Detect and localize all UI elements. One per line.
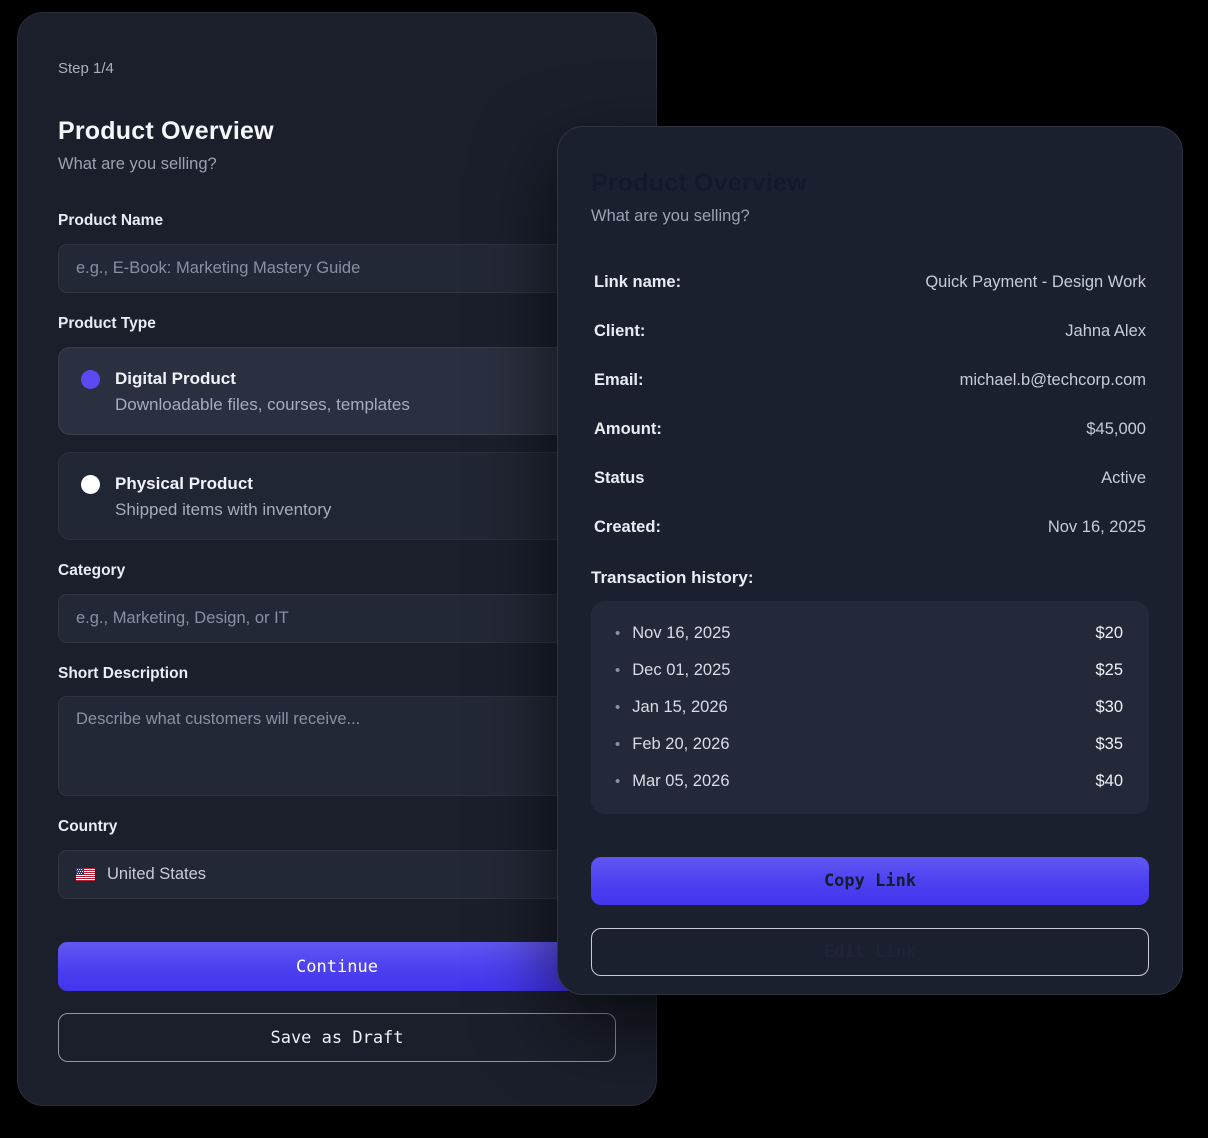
- transaction-date: Dec 01, 2025: [632, 661, 731, 679]
- radio-unselected-icon[interactable]: [81, 475, 100, 494]
- option-description: Downloadable files, courses, templates: [115, 395, 410, 414]
- status-badge: Active: [1101, 469, 1146, 487]
- product-type-label: Product Type: [58, 315, 156, 332]
- transaction-row: • Nov 16, 2025 $20: [615, 622, 1123, 645]
- summary-title: Product Overview: [591, 169, 807, 197]
- copy-link-button[interactable]: Copy Link: [591, 857, 1149, 905]
- transaction-amount: $30: [1095, 698, 1123, 716]
- transaction-date: Feb 20, 2026: [632, 735, 730, 753]
- category-input[interactable]: [58, 594, 616, 643]
- page-title: Product Overview: [58, 117, 274, 145]
- detail-label: Created:: [594, 518, 661, 536]
- bullet-icon: •: [615, 699, 621, 716]
- save-as-draft-button[interactable]: Save as Draft: [58, 1013, 616, 1062]
- transaction-history-panel: • Nov 16, 2025 $20 • Dec 01, 2025 $25 • Jan…: [591, 601, 1149, 814]
- detail-label: Amount:: [594, 420, 662, 438]
- detail-value: $45,000: [1086, 420, 1146, 438]
- summary-subtitle: What are you selling?: [591, 207, 750, 225]
- product-type-option-physical[interactable]: Physical Product Shipped items with inve…: [58, 452, 616, 540]
- continue-button[interactable]: Continue: [58, 942, 616, 991]
- detail-row-created: Created: Nov 16, 2025: [591, 518, 1149, 540]
- page-subtitle: What are you selling?: [58, 155, 217, 173]
- transaction-amount: $35: [1095, 735, 1123, 753]
- option-description: Shipped items with inventory: [115, 500, 332, 519]
- product-form-card: Step 1/4 Product Overview What are you s…: [17, 12, 657, 1106]
- product-name-label: Product Name: [58, 212, 164, 229]
- detail-label: Link name:: [594, 273, 682, 291]
- transaction-amount: $25: [1095, 661, 1123, 679]
- step-indicator: Step 1/4: [58, 60, 114, 77]
- detail-label: Email:: [594, 371, 644, 389]
- detail-row-client: Client: Jahna Alex: [591, 322, 1149, 344]
- short-description-label: Short Description: [58, 665, 189, 682]
- transaction-row: • Mar 05, 2026 $40: [615, 770, 1123, 793]
- transaction-row: • Dec 01, 2025 $25: [615, 659, 1123, 682]
- transaction-history-label: Transaction history:: [591, 568, 754, 587]
- detail-row-status: Status Active: [591, 469, 1149, 491]
- detail-value: michael.b@techcorp.com: [959, 371, 1146, 389]
- us-flag-icon: [76, 868, 95, 881]
- detail-label: Client:: [594, 322, 646, 340]
- detail-value: Nov 16, 2025: [1047, 518, 1146, 536]
- transaction-date: Jan 15, 2026: [632, 698, 728, 716]
- detail-row-email: Email: michael.b@techcorp.com: [591, 371, 1149, 393]
- detail-value: Quick Payment - Design Work: [925, 273, 1146, 291]
- transaction-amount: $20: [1095, 624, 1123, 642]
- detail-label: Status: [594, 469, 645, 487]
- transaction-row: • Feb 20, 2026 $35: [615, 733, 1123, 756]
- country-value: United States: [107, 865, 207, 883]
- country-select[interactable]: United States: [58, 850, 616, 899]
- payment-link-summary-card: Product Overview What are you selling? L…: [557, 126, 1183, 995]
- country-label: Country: [58, 818, 118, 835]
- detail-row-amount: Amount: $45,000: [591, 420, 1149, 442]
- transaction-amount: $40: [1095, 772, 1123, 790]
- product-name-input[interactable]: [58, 244, 616, 293]
- bullet-icon: •: [615, 773, 621, 790]
- product-type-option-digital[interactable]: Digital Product Downloadable files, cour…: [58, 347, 616, 435]
- category-label: Category: [58, 562, 126, 579]
- transaction-date: Mar 05, 2026: [632, 772, 730, 790]
- radio-selected-icon[interactable]: [81, 370, 100, 389]
- edit-link-button[interactable]: Edit Link: [591, 928, 1149, 976]
- transaction-date: Nov 16, 2025: [632, 624, 731, 642]
- detail-row-link-name: Link name: Quick Payment - Design Work: [591, 273, 1149, 295]
- bullet-icon: •: [615, 736, 621, 753]
- option-title: Physical Product: [115, 474, 253, 493]
- option-title: Digital Product: [115, 369, 236, 388]
- detail-value: Jahna Alex: [1065, 322, 1146, 340]
- bullet-icon: •: [615, 662, 621, 679]
- details-list: Link name: Quick Payment - Design Work C…: [591, 273, 1149, 540]
- bullet-icon: •: [615, 625, 621, 642]
- transaction-row: • Jan 15, 2026 $30: [615, 696, 1123, 719]
- short-description-textarea[interactable]: [58, 696, 616, 796]
